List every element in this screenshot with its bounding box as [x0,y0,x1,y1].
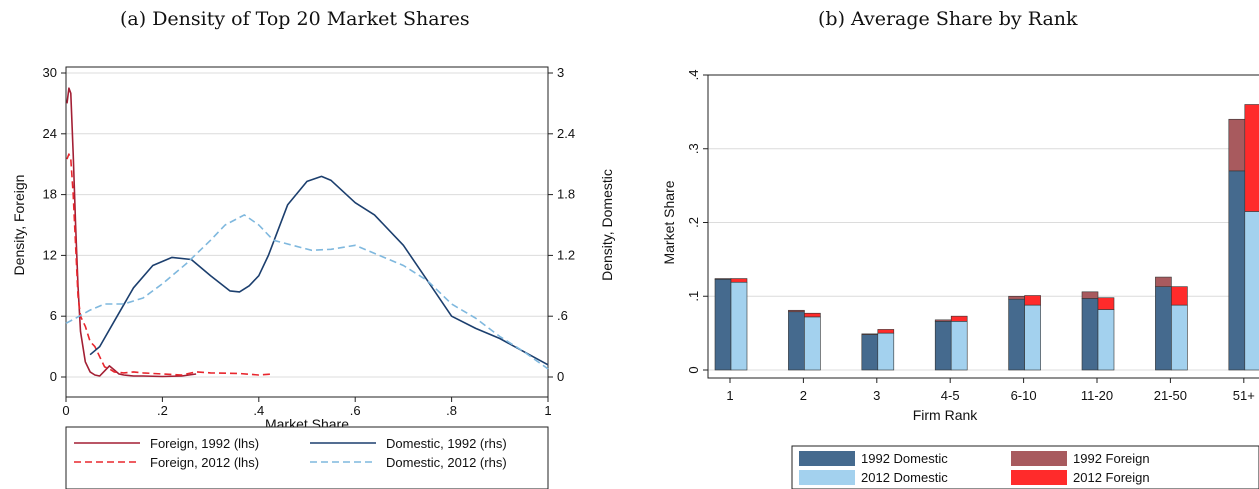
legend-swatch [1011,470,1067,485]
plot-frame [65,66,549,398]
legend-swatch [799,470,855,485]
bar-foreign-2012 [1097,297,1115,310]
bar-foreign-2012 [950,315,968,322]
legend-label: Foreign, 2012 (lhs) [150,455,259,470]
y-tick-label: .1 [686,291,701,302]
bar-foreign-1992 [1228,118,1246,172]
bar-foreign-2012 [730,278,748,283]
legend-swatch [799,451,855,466]
series-line [89,175,549,366]
bar-domestic-2012 [950,321,968,371]
y-tick-label: .2 [686,217,701,228]
bar-domestic-1992 [714,278,732,371]
y-right-tick-label: 2.4 [557,126,575,141]
y-left-axis-label: Density, Foreign [11,175,27,276]
legend-label: Domestic, 1992 (rhs) [386,436,507,451]
bar-domestic-2012 [730,281,748,371]
bar-foreign-1992 [1008,295,1025,300]
y-tick-label: .3 [686,143,701,154]
x-tick-label: 1 [544,403,551,418]
legend-label: 1992 Domestic [861,451,948,466]
x-tick-label: 21-50 [1154,388,1187,403]
y-right-tick-label: 0 [557,369,564,384]
legend-label: 1992 Foreign [1073,451,1150,466]
y-right-tick-label: .6 [557,308,568,323]
legend-swatch [1011,451,1067,466]
y-right-tick-label: 1.8 [557,187,575,202]
bar-domestic-2012 [1097,309,1115,371]
y-right-tick-label: 3 [557,65,564,80]
bar-domestic-1992 [861,334,879,371]
x-axis-label: Firm Rank [913,407,979,423]
legend-label: 2012 Domestic [861,470,948,485]
x-tick-label: 51+ [1233,388,1255,403]
y-left-tick-label: 12 [43,247,57,262]
x-tick-label: .6 [350,403,361,418]
bar-domestic-2012 [1171,304,1188,371]
x-tick-label: 0 [62,403,69,418]
x-tick-label: .4 [253,403,264,418]
x-tick-label: 4-5 [941,388,960,403]
plot-frame [707,74,1259,379]
bar-foreign-1992 [1155,276,1172,287]
y-left-tick-label: 0 [50,369,57,384]
bar-domestic-1992 [1155,286,1172,371]
bar-domestic-1992 [1081,298,1099,371]
bar-foreign-1992 [788,309,805,313]
x-tick-label: .2 [157,403,168,418]
bar-domestic-2012 [804,316,821,371]
y-left-tick-label: 18 [43,187,57,202]
bar-foreign-1992 [1081,291,1099,299]
x-tick-label: 11-20 [1081,388,1113,403]
bar-domestic-1992 [1228,170,1246,371]
bar-foreign-2012 [804,312,821,318]
y-tick-label: .4 [686,70,701,81]
bar-foreign-2012 [1171,286,1188,306]
legend-label: 2012 Foreign [1073,470,1150,485]
x-tick-label: 1 [726,388,733,403]
bar-domestic-2012 [877,332,895,371]
x-tick-label: 6-10 [1011,388,1037,403]
series-line [66,87,197,378]
y-left-tick-label: 24 [43,126,57,141]
bar-domestic-1992 [934,321,952,371]
y-right-axis-label: Density, Domestic [599,169,615,281]
panel-a-title: (a) Density of Top 20 Market Shares [120,8,470,30]
bar-foreign-1992 [861,333,879,335]
bar-domestic-1992 [1008,298,1025,371]
x-tick-label: 3 [873,388,880,403]
y-left-tick-label: 6 [50,308,57,323]
legend-label: Foreign, 1992 (lhs) [150,436,259,451]
bar-foreign-2012 [1024,295,1041,306]
bar-domestic-2012 [1024,304,1041,371]
legend-box [65,426,549,489]
x-tick-label: .8 [446,403,457,418]
panel-b-title: (b) Average Share by Rank [818,8,1078,30]
bar-domestic-2012 [1244,211,1259,371]
legend-label: Domestic, 2012 (rhs) [386,455,507,470]
bar-foreign-2012 [1244,104,1259,212]
bar-foreign-1992 [934,319,952,322]
y-right-tick-label: 1.2 [557,247,575,262]
series-line [66,153,274,376]
y-tick-label: 0 [686,366,701,373]
bar-foreign-1992 [714,278,732,280]
x-tick-label: 2 [800,388,807,403]
bar-domestic-1992 [788,311,805,371]
bar-foreign-2012 [877,329,895,334]
y-left-tick-label: 30 [43,65,57,80]
y-axis-label: Market Share [661,180,677,264]
